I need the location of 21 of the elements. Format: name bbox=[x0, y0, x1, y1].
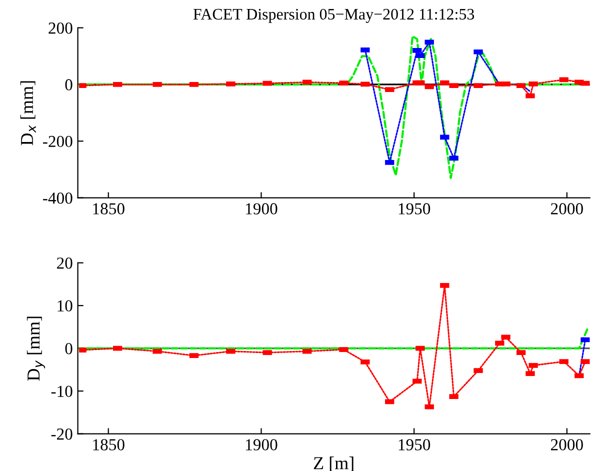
x-tick-label: 1900 bbox=[246, 439, 278, 450]
y-axis-title: D$_{y}$ [mm] bbox=[26, 316, 46, 381]
x-tick-label: 2000 bbox=[550, 439, 583, 450]
y-tick-label: 0 bbox=[65, 79, 72, 90]
x-tick-label: 2000 bbox=[550, 203, 583, 214]
y-tick-label: -200 bbox=[43, 136, 72, 148]
y-tick-label: 10 bbox=[58, 300, 72, 312]
x-tick-label: 1850 bbox=[93, 439, 124, 450]
y-tick-label: 20 bbox=[57, 258, 72, 269]
chart-title: FACET Dispersion 05−May−2012 11:12:53 bbox=[193, 8, 474, 23]
y-tick-label: -20 bbox=[51, 428, 72, 440]
y-tick-label: 200 bbox=[48, 22, 72, 34]
y-tick-label: 0 bbox=[65, 343, 72, 354]
x-tick-label: 1950 bbox=[398, 203, 430, 214]
x-tick-label: 1850 bbox=[93, 203, 124, 214]
y-tick-label: -400 bbox=[43, 192, 72, 204]
x-tick-label: 1950 bbox=[398, 439, 430, 450]
x-axis-title: Z [m] bbox=[314, 456, 354, 471]
y-axis-title: D$_{x}$ [mm] bbox=[20, 81, 36, 146]
x-tick-label: 1900 bbox=[246, 203, 278, 214]
y-tick-label: -10 bbox=[51, 386, 72, 397]
